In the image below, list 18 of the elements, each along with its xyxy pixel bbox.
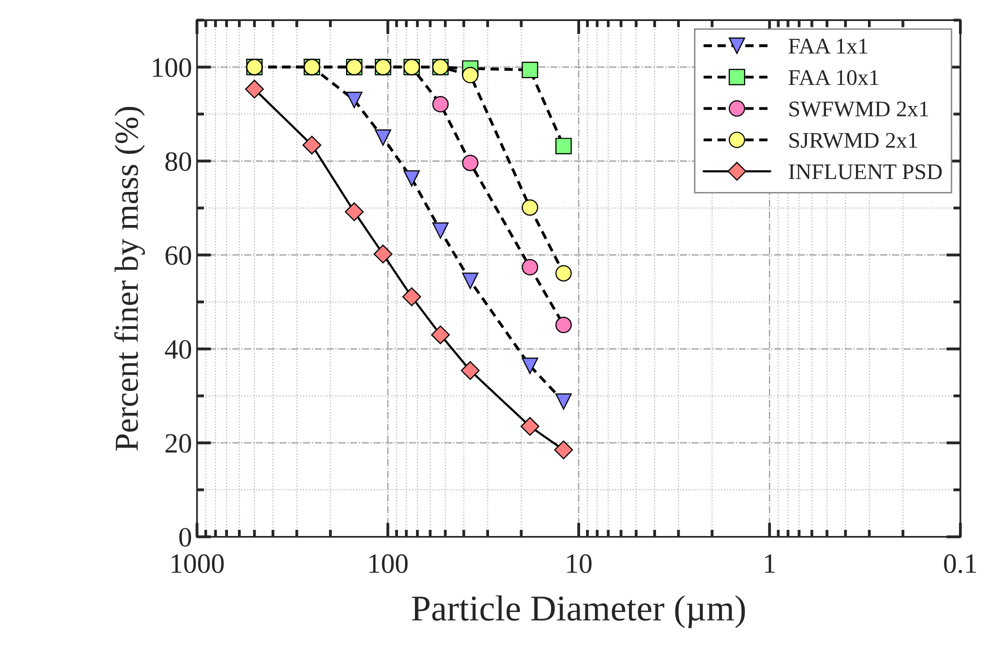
x-tick-label: 10 — [567, 554, 592, 574]
y-tick-label: 20 — [166, 434, 192, 453]
legend-label: INFLUENT PSD — [788, 164, 942, 180]
y-tick-label: 40 — [164, 340, 192, 359]
x-tick-label: 1000 — [172, 554, 224, 574]
x-tick-label: 0.1 — [944, 554, 976, 574]
y-tick-label: 80 — [165, 152, 192, 171]
y-axis-title: Percent finer by mass (%) — [114, 106, 145, 451]
x-axis-title: Particle Diameter (µm) — [412, 595, 745, 628]
legend-label: SWFWMD 2x1 — [790, 102, 928, 117]
y-tick-label: 100 — [152, 58, 192, 78]
y-tick-label: 0 — [179, 528, 192, 547]
legend-label: FAA 10x1 — [788, 70, 878, 86]
x-tick-label: 1 — [765, 554, 775, 573]
legend-label: FAA 1x1 — [788, 38, 868, 54]
legend-label: SJRWMD 2x1 — [790, 132, 917, 148]
x-tick-label: 100 — [369, 554, 408, 574]
y-tick-label: 60 — [166, 246, 192, 265]
